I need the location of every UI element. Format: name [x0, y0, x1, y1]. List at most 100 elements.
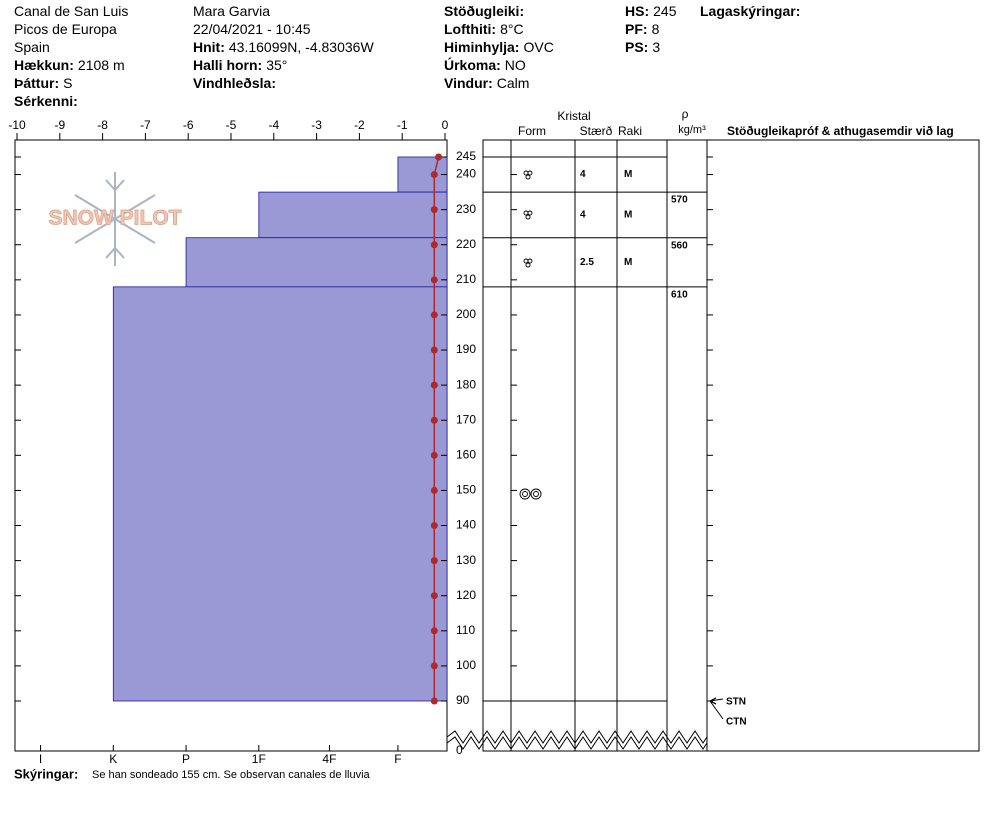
header-item: Mara Garvia: [193, 3, 270, 19]
header-density-symbol: ρ: [682, 107, 689, 121]
footer-label: Skýringar:: [14, 766, 78, 781]
y-tick-label: 160: [456, 447, 476, 461]
moisture: M: [624, 210, 632, 221]
header-label: Úrkoma:: [444, 57, 501, 73]
header-value: 8: [651, 21, 660, 37]
moisture: M: [624, 169, 632, 180]
density: 610: [671, 289, 688, 300]
y-tick-label: 110: [456, 623, 475, 637]
header-value: 3: [652, 39, 661, 55]
header-item: Hnit: 43.16099N, -4.83036W: [193, 39, 374, 55]
density: 560: [671, 240, 688, 251]
hardness-tick-label: K: [109, 752, 117, 766]
y-tick-label: 230: [456, 202, 476, 216]
header-item: Picos de Europa: [14, 21, 117, 37]
grain-size: 4: [580, 210, 586, 221]
temperature-point: [430, 697, 438, 705]
header-value: 43.16099N, -4.83036W: [228, 39, 374, 55]
header-label: Sérkenni:: [14, 93, 78, 109]
y-tick-label: 245: [456, 149, 476, 163]
header-label: PS:: [625, 39, 649, 55]
logo: [74, 172, 156, 266]
temperature-point: [430, 416, 438, 424]
x-tick-label: -10: [8, 118, 26, 132]
hardness-bar: [258, 191, 448, 239]
hardness-bar: [397, 156, 448, 193]
temperature-point: [430, 627, 438, 635]
header-text: Canal de San Luis: [14, 3, 129, 19]
header-item: 22/04/2021 - 10:45: [193, 21, 311, 37]
header-text: 22/04/2021 - 10:45: [193, 21, 311, 37]
density: 570: [671, 195, 688, 206]
header-value: 8°C: [500, 21, 524, 37]
header-item: Stöðugleiki:: [444, 3, 528, 19]
header-label: Stöðugleiki:: [444, 3, 525, 19]
temperature-point: [430, 276, 438, 284]
hardness-bar: [185, 237, 448, 288]
moisture: M: [624, 257, 632, 268]
header-label: Vindur:: [444, 75, 493, 91]
header-item: PF: 8: [625, 21, 659, 37]
hardness-tick-label: F: [394, 752, 401, 766]
footer-text: Se han sondeado 155 cm. Se observan cana…: [92, 769, 371, 781]
y-tick-label: 170: [456, 412, 476, 426]
header-item: Sérkenni:: [14, 93, 82, 109]
temperature-point: [430, 592, 438, 600]
x-tick-label: -9: [54, 118, 65, 132]
header-label: Hækkun:: [14, 57, 74, 73]
temperature-point: [430, 311, 438, 319]
header-label: Lofthiti:: [444, 21, 497, 37]
y-tick-label: 150: [456, 483, 476, 497]
header-comments: Stöðugleikapróf & athugasemdir við lag: [727, 124, 954, 138]
y-tick-label: 190: [456, 342, 476, 356]
temperature-point: [430, 522, 438, 530]
test-arrow: [709, 700, 724, 720]
y-tick-label: 180: [456, 377, 476, 391]
y-tick-label: 130: [456, 553, 476, 567]
grain-size: 2.5: [580, 257, 594, 268]
header-text: Mara Garvia: [193, 3, 271, 19]
hardness-tick-label: 4F: [322, 752, 336, 766]
header-value: 2108 m: [77, 57, 125, 73]
header-item: PS: 3: [625, 39, 660, 55]
header-item: HS: 245: [625, 3, 676, 19]
table-frame: [482, 139, 980, 752]
x-tick-label: -5: [226, 118, 237, 132]
x-tick-label: -7: [140, 118, 151, 132]
y-tick-label: 210: [456, 272, 476, 286]
hardness-tick-label: P: [182, 752, 190, 766]
logo-text: SNOW PILOT: [49, 207, 182, 230]
header-label: Þáttur:: [14, 75, 60, 91]
test-label: CTN: [726, 717, 747, 728]
y-tick-label: 240: [456, 167, 476, 181]
x-tick-label: 0: [442, 118, 449, 132]
y-tick-label: 100: [456, 658, 476, 672]
x-tick-label: -8: [97, 118, 108, 132]
header-label: HS:: [625, 3, 650, 19]
header-item: Halli horn: 35°: [193, 57, 287, 73]
header-crystal: Kristal: [557, 109, 590, 123]
header-item: Lofthiti: 8°C: [444, 21, 524, 37]
grain-symbols: [519, 170, 542, 500]
grain-size: 4: [580, 169, 586, 180]
header-value: 35°: [266, 57, 288, 73]
header-item: Vindur: Calm: [444, 75, 529, 91]
y-tick-label: 140: [456, 518, 476, 532]
table-columns: [510, 140, 708, 751]
header-item: Spain: [14, 39, 50, 55]
header-label: Himinhylja:: [444, 39, 520, 55]
header-label: Halli horn:: [193, 57, 263, 73]
header-label: Hnit:: [193, 39, 225, 55]
temperature-point: [430, 557, 438, 565]
test-arrow: [709, 698, 724, 702]
header-value: OVC: [523, 39, 554, 55]
temperature-point: [430, 346, 438, 354]
header-item: Hækkun: 2108 m: [14, 57, 125, 73]
header-item: Himinhylja: OVC: [444, 39, 554, 55]
header-value: 245: [653, 3, 677, 19]
header-moisture: Raki: [618, 124, 642, 138]
temperature-point: [430, 206, 438, 214]
test-label: STN: [726, 697, 746, 708]
